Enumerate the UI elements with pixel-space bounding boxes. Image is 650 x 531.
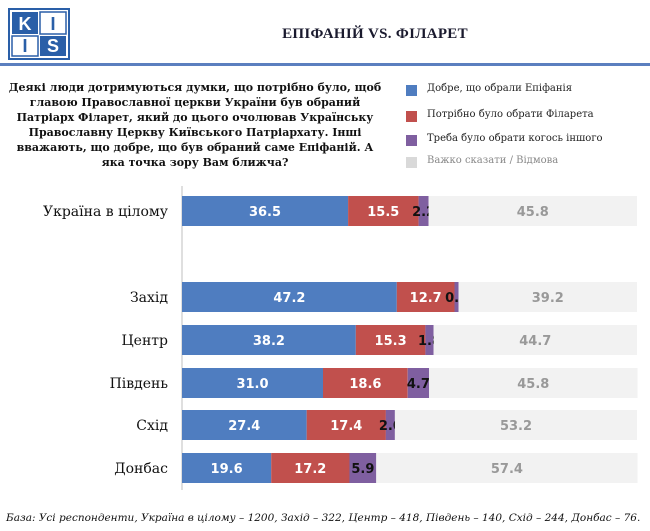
bar-other xyxy=(425,325,434,355)
legend-swatch-filaret xyxy=(406,111,417,122)
data-label-filaret: 12.7 xyxy=(410,291,442,306)
data-label-other: 4.7 xyxy=(407,377,430,392)
category-label: Донбас xyxy=(114,461,168,477)
data-label-filaret: 15.5 xyxy=(367,205,399,220)
survey-question: Деякі люди дотримуються думки, що потріб… xyxy=(8,81,382,169)
bar-other xyxy=(349,453,377,483)
data-label-epifaniy: 47.2 xyxy=(273,291,305,306)
bar-dk xyxy=(394,410,637,440)
bar-dk xyxy=(428,196,637,226)
title-divider xyxy=(0,63,650,66)
data-label-filaret: 15.3 xyxy=(375,334,407,349)
bar-epifaniy xyxy=(182,410,307,440)
svg-text:S: S xyxy=(47,36,59,56)
bar-filaret xyxy=(271,453,350,483)
data-label-dk: 39.2 xyxy=(532,291,564,306)
legend-label-epifaniy: Добре, що обрали Епіфанія xyxy=(427,83,573,94)
category-label: Україна в цілому xyxy=(43,204,169,220)
bar-filaret xyxy=(323,368,408,398)
category-label: Схід xyxy=(136,418,168,434)
svg-text:I: I xyxy=(50,14,55,34)
svg-text:K: K xyxy=(19,14,32,34)
kiis-logo: K I I S xyxy=(8,8,70,64)
bar-epifaniy xyxy=(182,196,349,226)
chart-title: ЕПІФАНІЙ VS. ФІЛАРЕТ xyxy=(282,26,468,42)
bar-dk xyxy=(376,453,638,483)
bar-other xyxy=(454,282,459,312)
bar-other xyxy=(385,410,395,440)
bar-filaret xyxy=(348,196,419,226)
data-label-epifaniy: 31.0 xyxy=(236,377,268,392)
legend-swatch-dk xyxy=(406,157,417,168)
legend-label-other: Треба було обрати когось іншого xyxy=(427,133,603,144)
bar-other xyxy=(418,196,429,226)
data-label-epifaniy: 38.2 xyxy=(253,334,285,349)
data-label-dk: 45.8 xyxy=(517,377,549,392)
data-label-filaret: 18.6 xyxy=(349,377,381,392)
data-label-epifaniy: 19.6 xyxy=(211,462,243,477)
bar-epifaniy xyxy=(182,325,356,355)
bar-other xyxy=(407,368,430,398)
data-label-epifaniy: 27.4 xyxy=(228,419,260,434)
data-label-dk: 44.7 xyxy=(519,334,551,349)
svg-text:I: I xyxy=(22,36,27,56)
bar-dk xyxy=(458,282,637,312)
legend-label-filaret: Потрібно було обрати Філарета xyxy=(427,109,594,120)
bar-filaret xyxy=(306,410,386,440)
data-label-dk: 45.8 xyxy=(517,205,549,220)
bar-epifaniy xyxy=(182,453,272,483)
bar-dk xyxy=(433,325,637,355)
data-label-epifaniy: 36.5 xyxy=(249,205,281,220)
bar-dk xyxy=(429,368,638,398)
data-label-other: 5.9 xyxy=(351,462,374,477)
data-label-dk: 57.4 xyxy=(491,462,523,477)
category-label: Південь xyxy=(110,376,169,392)
kiis-logo-icon: K I I S xyxy=(8,8,70,60)
bar-filaret xyxy=(355,325,426,355)
legend-swatch-other xyxy=(406,135,417,146)
bar-filaret xyxy=(396,282,455,312)
category-label: Захід xyxy=(130,290,168,306)
data-label-dk: 53.2 xyxy=(500,419,532,434)
data-label-filaret: 17.2 xyxy=(294,462,326,477)
category-label: Центр xyxy=(121,333,168,349)
legend-label-dk: Важко сказати / Відмова xyxy=(427,155,559,166)
data-label-filaret: 17.4 xyxy=(330,419,362,434)
bar-epifaniy xyxy=(182,282,397,312)
bar-epifaniy xyxy=(182,368,323,398)
sample-base-note: База: Усі респонденти, Україна в цілому … xyxy=(6,512,641,524)
legend-swatch-epifaniy xyxy=(406,85,417,96)
